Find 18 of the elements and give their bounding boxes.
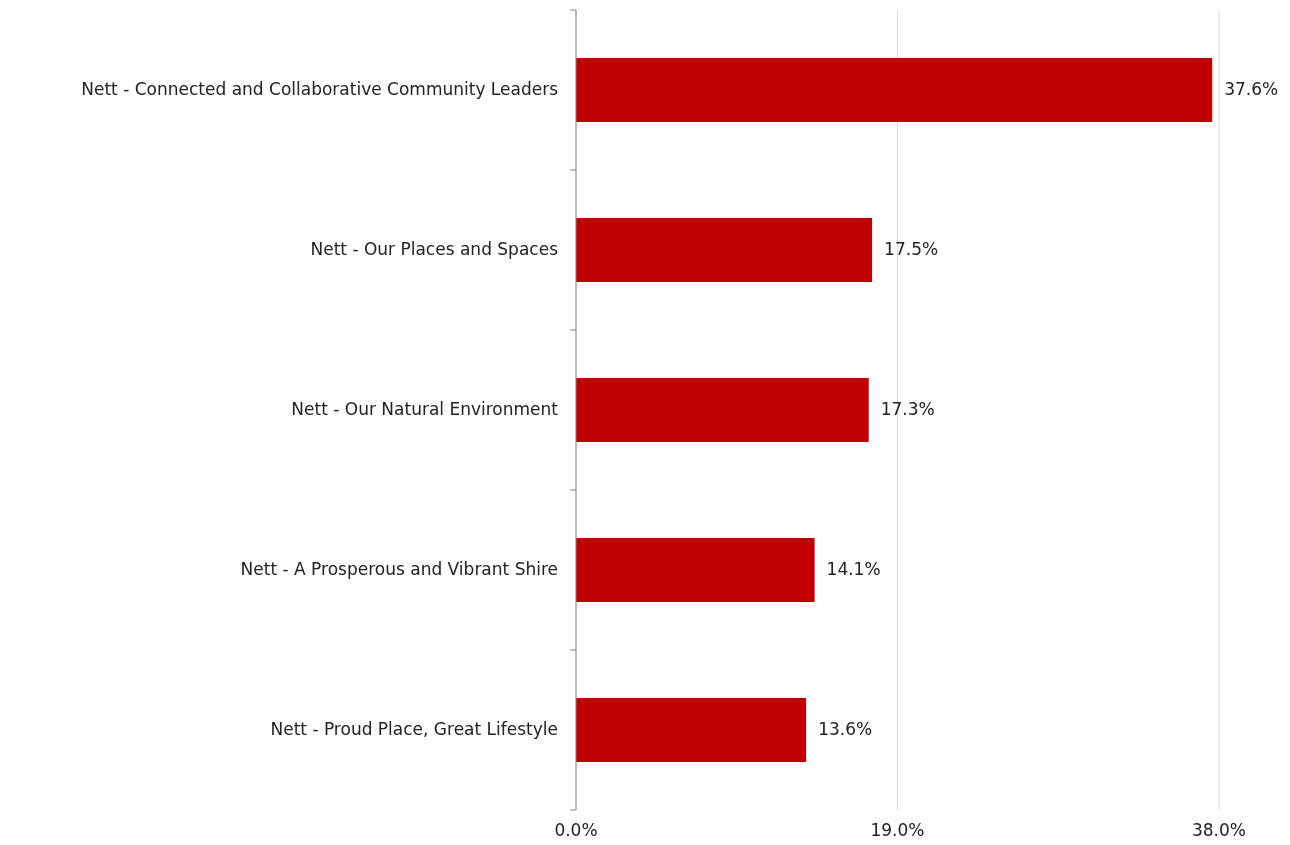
y-tick-label: Nett - Proud Place, Great Lifestyle <box>270 719 558 739</box>
data-label: 37.6% <box>1224 79 1279 99</box>
data-label: 17.5% <box>884 239 939 259</box>
y-tick-label: Nett - Connected and Collaborative Community Leaders <box>81 79 559 99</box>
x-tick-label: 38.0% <box>1191 820 1247 840</box>
data-label: 13.6% <box>818 719 873 739</box>
bar <box>576 58 1213 122</box>
data-label: 17.3% <box>880 399 935 419</box>
y-tick-label: Nett - A Prosperous and Vibrant Shire <box>240 559 558 579</box>
bar <box>576 538 815 602</box>
bar <box>576 378 869 442</box>
bar <box>576 218 873 282</box>
x-tick-label: 19.0% <box>870 820 925 840</box>
y-tick-label: Nett - Our Natural Environment <box>291 399 559 419</box>
data-label: 14.1% <box>826 559 881 579</box>
y-tick-label: Nett - Our Places and Spaces <box>310 239 559 259</box>
bar <box>576 698 807 762</box>
x-tick-label: 0.0% <box>554 820 598 840</box>
